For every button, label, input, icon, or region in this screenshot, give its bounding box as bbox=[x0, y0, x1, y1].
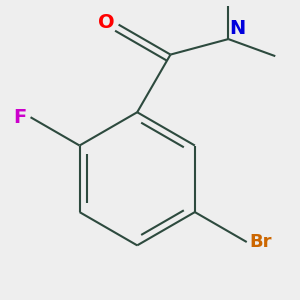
Text: N: N bbox=[230, 19, 246, 38]
Text: Br: Br bbox=[249, 233, 272, 251]
Text: F: F bbox=[14, 108, 27, 127]
Text: O: O bbox=[98, 13, 115, 32]
